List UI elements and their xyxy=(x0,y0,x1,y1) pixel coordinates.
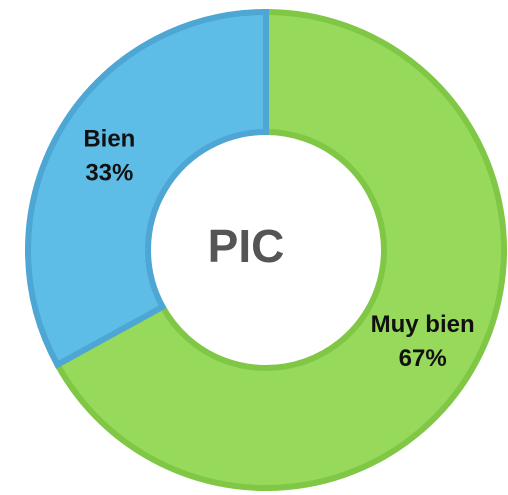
center-text: PIC xyxy=(208,220,285,272)
category-label: Muy bien xyxy=(371,311,475,338)
donut-segment xyxy=(53,8,507,491)
category-label: Bien xyxy=(83,126,135,153)
value-label: 67% xyxy=(399,345,447,372)
donut-segment xyxy=(25,8,269,369)
value-label: 33% xyxy=(85,160,133,187)
